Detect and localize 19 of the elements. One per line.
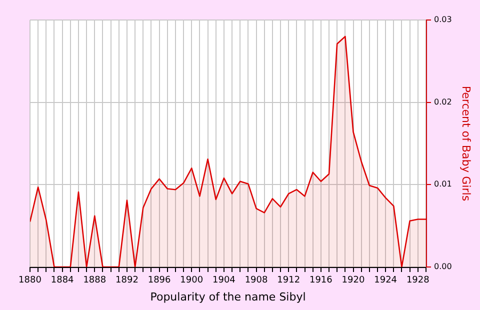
x-tick-label: 1924 — [374, 276, 398, 286]
y-axis-title: Percent of Baby Girls — [460, 86, 473, 202]
y-tick-label: 0.02 — [434, 97, 452, 106]
y-tick-label: 0.00 — [434, 262, 452, 272]
x-axis-title: Popularity of the name Sibyl — [150, 290, 306, 304]
y-tick-label: 0.03 — [434, 15, 452, 24]
y-tick-label: 0.01 — [434, 180, 452, 189]
x-tick-label: 1880 — [18, 276, 42, 286]
x-tick-label: 1908 — [244, 276, 268, 286]
x-tick-label: 1920 — [342, 276, 365, 286]
x-tick-label: 1904 — [212, 276, 236, 286]
x-tick-label: 1928 — [406, 276, 430, 286]
x-tick-label: 1896 — [148, 276, 172, 286]
x-tick-label: 1884 — [50, 276, 74, 286]
x-tick-label: 1888 — [83, 276, 106, 286]
x-tick-label: 1916 — [309, 276, 333, 286]
x-tick-label: 1892 — [116, 276, 138, 286]
x-tick-label: 1900 — [180, 276, 204, 286]
x-tick-label: 1912 — [277, 276, 300, 286]
